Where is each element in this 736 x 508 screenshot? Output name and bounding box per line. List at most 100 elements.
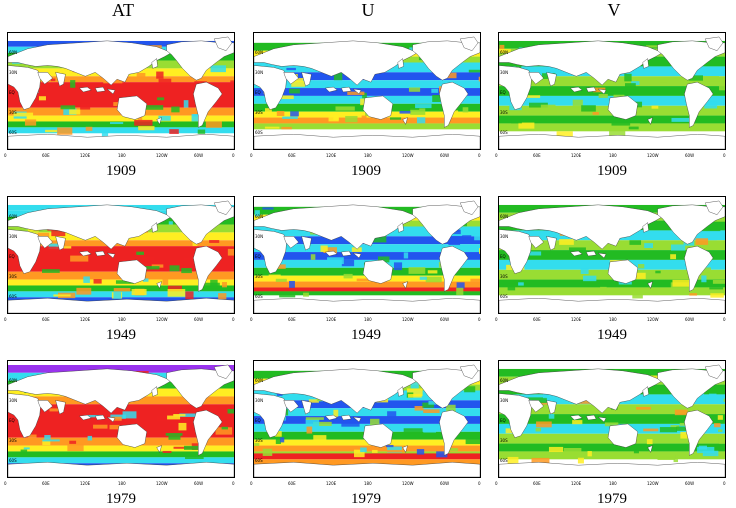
lon-tick-label: 60W <box>194 153 203 158</box>
lat-tick-label: 60N <box>500 50 508 55</box>
map-plot <box>499 197 725 313</box>
map-panel <box>253 360 481 478</box>
lon-tick-label: 120E <box>80 317 90 322</box>
field-patch <box>676 427 686 431</box>
field-patch <box>335 106 354 110</box>
field-patch <box>341 422 359 426</box>
field-patch <box>222 282 227 287</box>
lon-tick-label: 0 <box>232 153 235 158</box>
field-patch <box>206 121 222 127</box>
field-patch <box>157 97 164 100</box>
lon-tick-label: 180 <box>118 153 126 158</box>
lat-tick-label: 60S <box>500 458 508 463</box>
field-patch <box>370 419 379 425</box>
field-patch <box>70 80 75 88</box>
field-patch <box>70 256 88 262</box>
lon-tick-label: 120W <box>647 153 659 158</box>
no-data-mask <box>8 361 234 365</box>
field-patch <box>719 436 725 443</box>
field-patch <box>660 79 668 82</box>
field-patch <box>417 449 424 455</box>
field-patch <box>169 129 179 134</box>
field-patch <box>423 426 436 433</box>
field-patch <box>53 294 70 296</box>
field-patch <box>581 268 589 274</box>
field-patch <box>61 105 76 109</box>
field-patch <box>629 127 639 130</box>
field-patch <box>636 273 646 279</box>
lat-tick-label: 60N <box>500 214 508 219</box>
lon-tick-label: 0 <box>495 481 498 486</box>
field-patch <box>24 447 30 449</box>
lat-tick-label: 60S <box>255 294 263 299</box>
field-patch <box>144 105 163 110</box>
field-patch <box>113 292 121 299</box>
year-label-1949-v: 1949 <box>582 327 642 344</box>
lon-tick-label: 0 <box>232 481 235 486</box>
year-label-1979-at: 1979 <box>91 491 151 508</box>
field-patch <box>306 417 324 420</box>
field-patch <box>211 65 226 72</box>
lon-tick-label: 120W <box>402 153 414 158</box>
field-patch <box>518 123 534 129</box>
coastline <box>254 134 480 149</box>
lon-tick-label: 60E <box>533 153 541 158</box>
lat-tick-label: EQ <box>500 254 506 259</box>
map-panel <box>7 196 235 314</box>
lon-tick-label: 120E <box>326 317 336 322</box>
lat-tick-label: 60S <box>500 130 508 135</box>
field-patch <box>431 89 438 93</box>
lon-tick-label: 0 <box>723 317 726 322</box>
field-patch <box>228 409 234 414</box>
lon-tick-label: 0 <box>495 153 498 158</box>
coastline <box>499 134 725 149</box>
lat-tick-label: 30S <box>255 274 263 279</box>
field-patch <box>689 293 697 295</box>
lon-tick-label: 180 <box>609 317 617 322</box>
coastline <box>95 87 105 92</box>
field-patch <box>69 441 76 444</box>
field-patch <box>672 280 691 287</box>
lon-tick-label: 120E <box>571 317 581 322</box>
map-panel <box>7 360 235 478</box>
field-patch <box>134 120 152 126</box>
field-patch <box>640 120 647 123</box>
field-patch <box>88 436 92 441</box>
field-patch <box>289 89 300 94</box>
map-plot <box>8 33 234 149</box>
field-patch <box>549 447 563 452</box>
field-patch <box>701 275 706 282</box>
lon-tick-label: 0 <box>4 481 7 486</box>
lon-tick-label: 120W <box>402 481 414 486</box>
field-patch <box>137 73 146 77</box>
field-patch <box>462 235 471 240</box>
year-label-1949-at: 1949 <box>91 327 151 344</box>
lon-tick-label: 120W <box>156 481 168 486</box>
coastline <box>341 415 351 420</box>
map-plot <box>499 33 725 149</box>
lat-tick-label: 30N <box>500 398 508 403</box>
lat-tick-label: 30N <box>500 70 508 75</box>
field-patch <box>178 423 186 430</box>
field-patch <box>671 118 690 122</box>
coastline <box>8 134 234 149</box>
field-patch <box>710 293 723 297</box>
field-patch <box>306 419 320 426</box>
lon-tick-label: 120E <box>326 481 336 486</box>
lat-tick-label: 30S <box>9 438 17 443</box>
field-patch <box>479 77 480 82</box>
field-patch <box>263 449 273 456</box>
lon-tick-label: 180 <box>609 481 617 486</box>
lat-tick-label: 30N <box>9 70 17 75</box>
lon-tick-label: 120W <box>647 317 659 322</box>
lat-tick-label: 60N <box>9 214 17 219</box>
field-patch <box>311 254 316 260</box>
field-patch <box>469 70 480 73</box>
field-patch <box>713 280 725 284</box>
field-patch <box>599 94 608 98</box>
field-patch <box>578 458 584 464</box>
lon-tick-label: 180 <box>364 481 372 486</box>
field-patch <box>169 221 173 224</box>
field-patch <box>671 244 685 250</box>
no-data-mask <box>254 33 480 41</box>
